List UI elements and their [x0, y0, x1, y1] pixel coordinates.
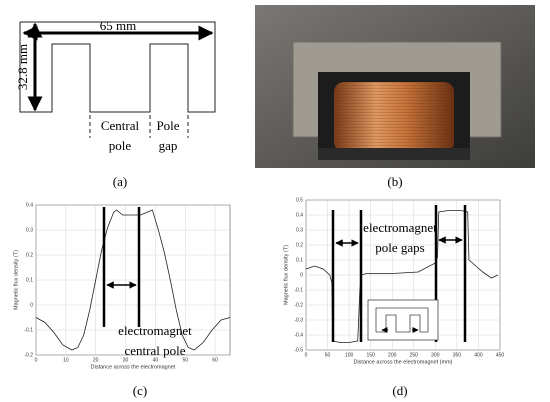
x-tick-label: 20 — [93, 357, 99, 363]
y-tick-label: 0.3 — [26, 227, 33, 233]
y-tick-label: 0.4 — [26, 202, 33, 208]
y-tick-label: -0.4 — [294, 332, 303, 338]
y-tick-label: -0.2 — [24, 352, 33, 358]
x-tick-label: 150 — [366, 352, 375, 358]
y-tick-label: 0.1 — [26, 277, 33, 283]
width-label: 65 mm — [100, 18, 136, 33]
y-tick-label: 0.1 — [296, 257, 303, 263]
x-axis-label: Distance across the electromagnet — [91, 364, 176, 370]
x-tick-label: 200 — [388, 352, 397, 358]
x-tick-label: 300 — [431, 352, 440, 358]
x-tick-label: 350 — [453, 352, 462, 358]
y-tick-label: 0.2 — [296, 242, 303, 248]
y-tick-label: -0.3 — [294, 317, 303, 323]
annotation: Central — [101, 118, 140, 133]
x-axis-label: Distance across the electromagnet (mm) — [353, 359, 452, 365]
x-tick-label: 400 — [474, 352, 483, 358]
annotation: central pole — [125, 343, 186, 358]
annotation-lines — [331, 205, 467, 342]
annotation: pole — [109, 138, 132, 153]
core-schematic — [19, 21, 216, 138]
x-tick-label: 10 — [63, 357, 69, 363]
y-tick-label: -0.2 — [294, 302, 303, 308]
x-tick-label: 0 — [305, 352, 308, 358]
panel-label: (c) — [133, 383, 147, 398]
annotation: electromagnet — [363, 220, 437, 235]
panel-label: (a) — [113, 174, 127, 189]
inset-diagram — [367, 299, 439, 341]
y-tick-label: 0 — [30, 302, 33, 308]
y-axis-label: Magnetic flux density (T) — [283, 245, 289, 305]
data-line — [35, 209, 231, 351]
y-tick-label: -0.5 — [294, 347, 303, 353]
annotation: pole gaps — [375, 240, 424, 255]
y-tick-label: -0.1 — [294, 287, 303, 293]
x-tick-label: 50 — [325, 352, 331, 358]
y-axis-label: Magnetic flux density (T) — [13, 250, 19, 310]
x-tick-label: 30 — [123, 357, 129, 363]
x-tick-label: 40 — [153, 357, 159, 363]
x-tick-label: 450 — [496, 352, 505, 358]
panel-label: (b) — [387, 174, 402, 189]
y-tick-label: 0 — [300, 272, 303, 278]
y-tick-label: 0.2 — [26, 252, 33, 258]
x-tick-label: 50 — [182, 357, 188, 363]
y-tick-label: 0.3 — [296, 227, 303, 233]
annotation: electromagnet — [118, 323, 192, 338]
x-tick-label: 0 — [35, 357, 38, 363]
y-tick-label: 0.4 — [296, 212, 303, 218]
annotation-lines — [102, 207, 141, 327]
x-tick-label: 100 — [345, 352, 354, 358]
annotation: gap — [159, 138, 178, 153]
photo — [255, 5, 535, 168]
panel-label: (d) — [392, 383, 407, 398]
x-tick-label: 250 — [410, 352, 419, 358]
y-tick-label: 0.5 — [296, 197, 303, 203]
x-tick-label: 60 — [212, 357, 218, 363]
y-tick-label: -0.1 — [24, 327, 33, 333]
annotation: Pole — [156, 118, 179, 133]
height-label: 32.8 mm — [15, 44, 30, 90]
